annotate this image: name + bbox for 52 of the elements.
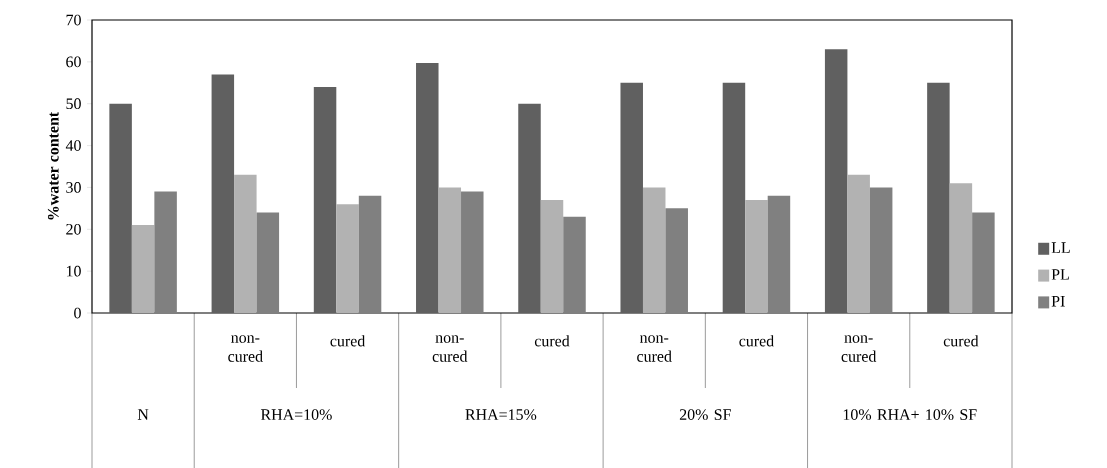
bar — [109, 103, 132, 313]
x-tick-label: cured — [534, 335, 570, 347]
bar — [211, 74, 235, 313]
y-tick-label: 60 — [66, 56, 81, 68]
bar — [972, 212, 995, 313]
legend-label: LL — [1051, 242, 1070, 253]
y-tick-label: 30 — [66, 182, 81, 193]
y-tick-label: 10 — [66, 265, 81, 277]
bar — [358, 195, 382, 313]
bar — [722, 82, 746, 313]
text: 10% RHA+ 10% SF — [843, 409, 977, 420]
legend-label: PL — [1051, 269, 1069, 280]
bar — [234, 174, 257, 313]
bar — [416, 63, 439, 313]
bar — [461, 191, 484, 313]
y-tick-label: 20 — [66, 223, 81, 235]
x-tick-label: cured — [943, 335, 979, 347]
y-axis-title: %water content — [47, 111, 59, 220]
text: RHA=10% — [260, 409, 332, 420]
bar — [154, 191, 177, 313]
y-tick-label: 0 — [74, 307, 81, 319]
x-tick-label: non-cured — [432, 335, 468, 362]
bar — [869, 187, 893, 313]
bar — [767, 195, 791, 313]
bar — [642, 187, 666, 313]
bar — [256, 212, 280, 313]
bar — [131, 225, 155, 313]
x-tick-label: cured — [330, 335, 366, 347]
text: RHA=15% — [465, 409, 537, 420]
bar — [336, 204, 359, 313]
x-tick-label: non-cured — [228, 335, 263, 362]
y-tick-label: 50 — [66, 98, 81, 110]
bar — [438, 187, 462, 313]
legend-label: PI — [1051, 295, 1065, 307]
x-tick-label: non-cured — [637, 335, 672, 362]
bar — [927, 82, 950, 313]
bar — [540, 199, 564, 313]
x-tick-label: cured — [739, 335, 774, 347]
x-tick-label: non-cured — [841, 335, 877, 362]
text: N — [137, 409, 149, 420]
y-tick-label: 40 — [65, 140, 81, 151]
bar — [824, 49, 848, 313]
bar — [563, 216, 586, 313]
bar — [665, 208, 688, 313]
bar — [620, 82, 643, 313]
bar — [847, 174, 870, 313]
bar — [949, 183, 973, 313]
text: 20% SF — [679, 409, 731, 420]
y-tick-label: 70 — [66, 14, 81, 26]
bar — [745, 199, 768, 313]
bar — [313, 86, 337, 313]
bar — [518, 103, 541, 313]
